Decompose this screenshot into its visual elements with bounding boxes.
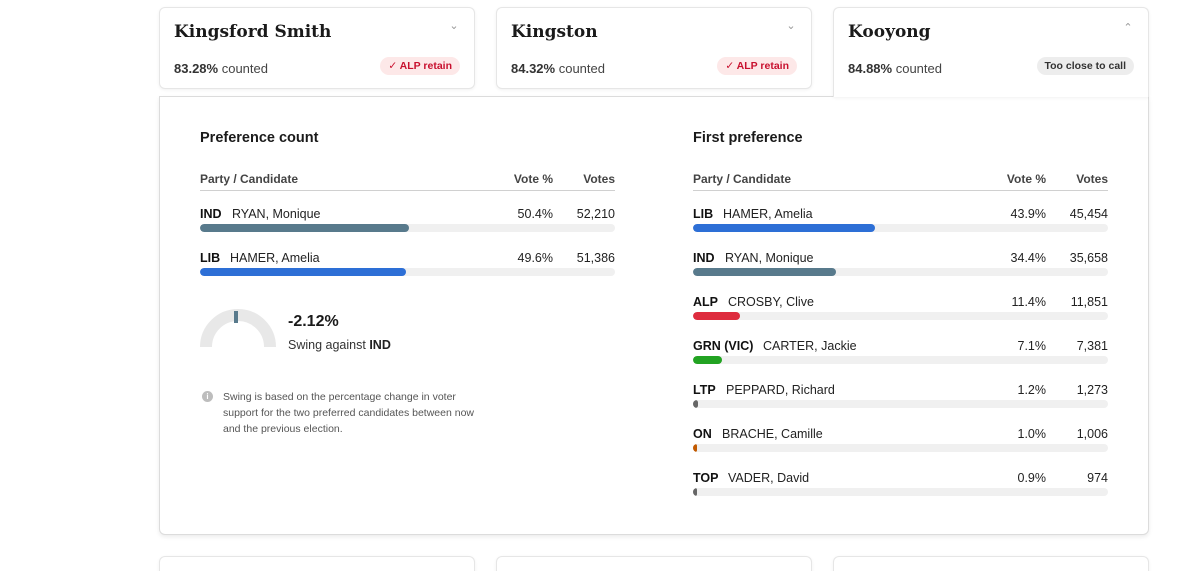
vote-bar (200, 268, 406, 276)
swing-gauge (200, 309, 276, 348)
candidate-row: LTP PEPPARD, Richard 1.2% 1,273 (693, 383, 1108, 413)
status-badge: ✓ ALP retain (380, 57, 460, 75)
vote-bar (693, 444, 698, 452)
column-header-vote-pct: Vote % (1006, 172, 1046, 186)
vote-percent: 34.4% (1010, 251, 1046, 265)
vote-percent: 1.2% (1017, 383, 1047, 397)
counted-text: 84.88% counted (848, 61, 942, 76)
vote-percent: 50.4% (517, 207, 553, 221)
party-code: ALP (693, 295, 718, 309)
party-code: IND (693, 251, 715, 265)
column-header-votes: Votes (583, 172, 615, 186)
vote-count: 1,006 (1076, 427, 1108, 441)
vote-percent: 7.1% (1017, 339, 1047, 353)
column-header-party: Party / Candidate (200, 172, 299, 186)
vote-bar-track (693, 488, 1108, 496)
column-header-party: Party / Candidate (693, 172, 792, 186)
vote-count: 1,273 (1076, 383, 1108, 397)
swing-value: -2.12% (288, 313, 339, 330)
section-title: Preference count (200, 130, 319, 146)
candidate-name: RYAN, Monique (725, 251, 814, 265)
vote-bar (693, 268, 836, 276)
candidate-row: LIB HAMER, Amelia 49.6% 51,386 (200, 251, 615, 281)
seat-name: Kingsford Smith (174, 22, 332, 42)
chevron-down-icon[interactable]: ⌄ (786, 20, 796, 32)
vote-bar (693, 488, 698, 496)
vote-bar-track (200, 224, 615, 232)
seat-card-kingston[interactable]: Kingston ⌄ 84.32% counted ✓ ALP retain (496, 7, 812, 89)
candidate-row: IND RYAN, Monique 34.4% 35,658 (693, 251, 1108, 281)
candidate-name: HAMER, Amelia (723, 207, 813, 221)
candidate-name: BRACHE, Camille (722, 427, 823, 441)
vote-percent: 49.6% (517, 251, 553, 265)
vote-count: 11,851 (1070, 295, 1108, 309)
seat-detail-panel: Preference count Party / Candidate Vote … (159, 96, 1149, 535)
seat-card-kooyong[interactable]: Kooyong ⌃ 84.88% counted Too close to ca… (833, 7, 1149, 97)
counted-text: 83.28% counted (174, 61, 268, 76)
vote-percent: 11.4% (1011, 295, 1046, 309)
vote-percent: 43.9% (1010, 207, 1046, 221)
chevron-down-icon[interactable]: ⌄ (449, 20, 459, 32)
note-text: Swing is based on the percentage change … (223, 391, 474, 435)
candidate-name: RYAN, Monique (232, 207, 321, 221)
vote-bar-track (200, 268, 615, 276)
vote-percent: 0.9% (1017, 471, 1047, 485)
swing-summary: -2.12% Swing against IND (200, 309, 500, 359)
seat-name: Kingston (511, 22, 598, 42)
vote-bar (200, 224, 410, 232)
candidate-name: CROSBY, Clive (728, 295, 814, 309)
header-divider (200, 190, 615, 191)
swing-label: Swing against IND (288, 338, 391, 352)
vote-bar-track (693, 444, 1108, 452)
candidate-row: IND RYAN, Monique 50.4% 52,210 (200, 207, 615, 237)
candidate-row: GRN (VIC) CARTER, Jackie 7.1% 7,381 (693, 339, 1108, 369)
info-icon: i (202, 391, 213, 402)
candidate-name: CARTER, Jackie (763, 339, 857, 353)
column-header-vote-pct: Vote % (513, 172, 553, 186)
seat-card[interactable] (833, 556, 1149, 571)
candidate-name: HAMER, Amelia (230, 251, 320, 265)
vote-count: 51,386 (576, 251, 615, 265)
party-code: LTP (693, 383, 716, 397)
status-badge: Too close to call (1036, 57, 1134, 75)
header-divider (693, 190, 1108, 191)
candidate-name: VADER, David (728, 471, 810, 485)
seat-card-kingsford-smith[interactable]: Kingsford Smith ⌄ 83.28% counted ✓ ALP r… (159, 7, 475, 89)
party-code: TOP (693, 471, 719, 485)
candidate-row: LIB HAMER, Amelia 43.9% 45,454 (693, 207, 1108, 237)
vote-count: 52,210 (576, 207, 615, 221)
candidate-row: ALP CROSBY, Clive 11.4% 11,851 (693, 295, 1108, 325)
counted-text: 84.32% counted (511, 61, 605, 76)
vote-count: 35,658 (1069, 251, 1108, 265)
status-badge: ✓ ALP retain (717, 57, 797, 75)
candidate-row: TOP VADER, David 0.9% 974 (693, 471, 1108, 501)
vote-bar-track (693, 312, 1108, 320)
vote-bar-track (693, 268, 1108, 276)
vote-count: 45,454 (1069, 207, 1108, 221)
vote-bar-track (693, 356, 1108, 364)
party-code: IND (200, 207, 222, 221)
candidate-row: ON BRACHE, Camille 1.0% 1,006 (693, 427, 1108, 457)
party-code: LIB (693, 207, 714, 221)
vote-bar (693, 312, 741, 320)
vote-percent: 1.0% (1017, 427, 1047, 441)
seat-name: Kooyong (848, 22, 931, 42)
party-code: GRN (VIC) (693, 339, 754, 353)
chevron-up-icon[interactable]: ⌃ (1123, 22, 1133, 34)
vote-count: 974 (1087, 471, 1108, 485)
party-code: LIB (200, 251, 221, 265)
vote-bar-track (693, 224, 1108, 232)
column-header-votes: Votes (1076, 172, 1108, 186)
vote-bar (693, 400, 698, 408)
vote-count: 7,381 (1076, 339, 1108, 353)
vote-bar (693, 356, 723, 364)
section-title: First preference (693, 130, 803, 146)
vote-bar (693, 224, 876, 232)
seat-card[interactable] (496, 556, 812, 571)
vote-bar-track (693, 400, 1108, 408)
party-code: ON (693, 427, 712, 441)
candidate-name: PEPPARD, Richard (726, 383, 835, 397)
seat-card[interactable] (159, 556, 475, 571)
